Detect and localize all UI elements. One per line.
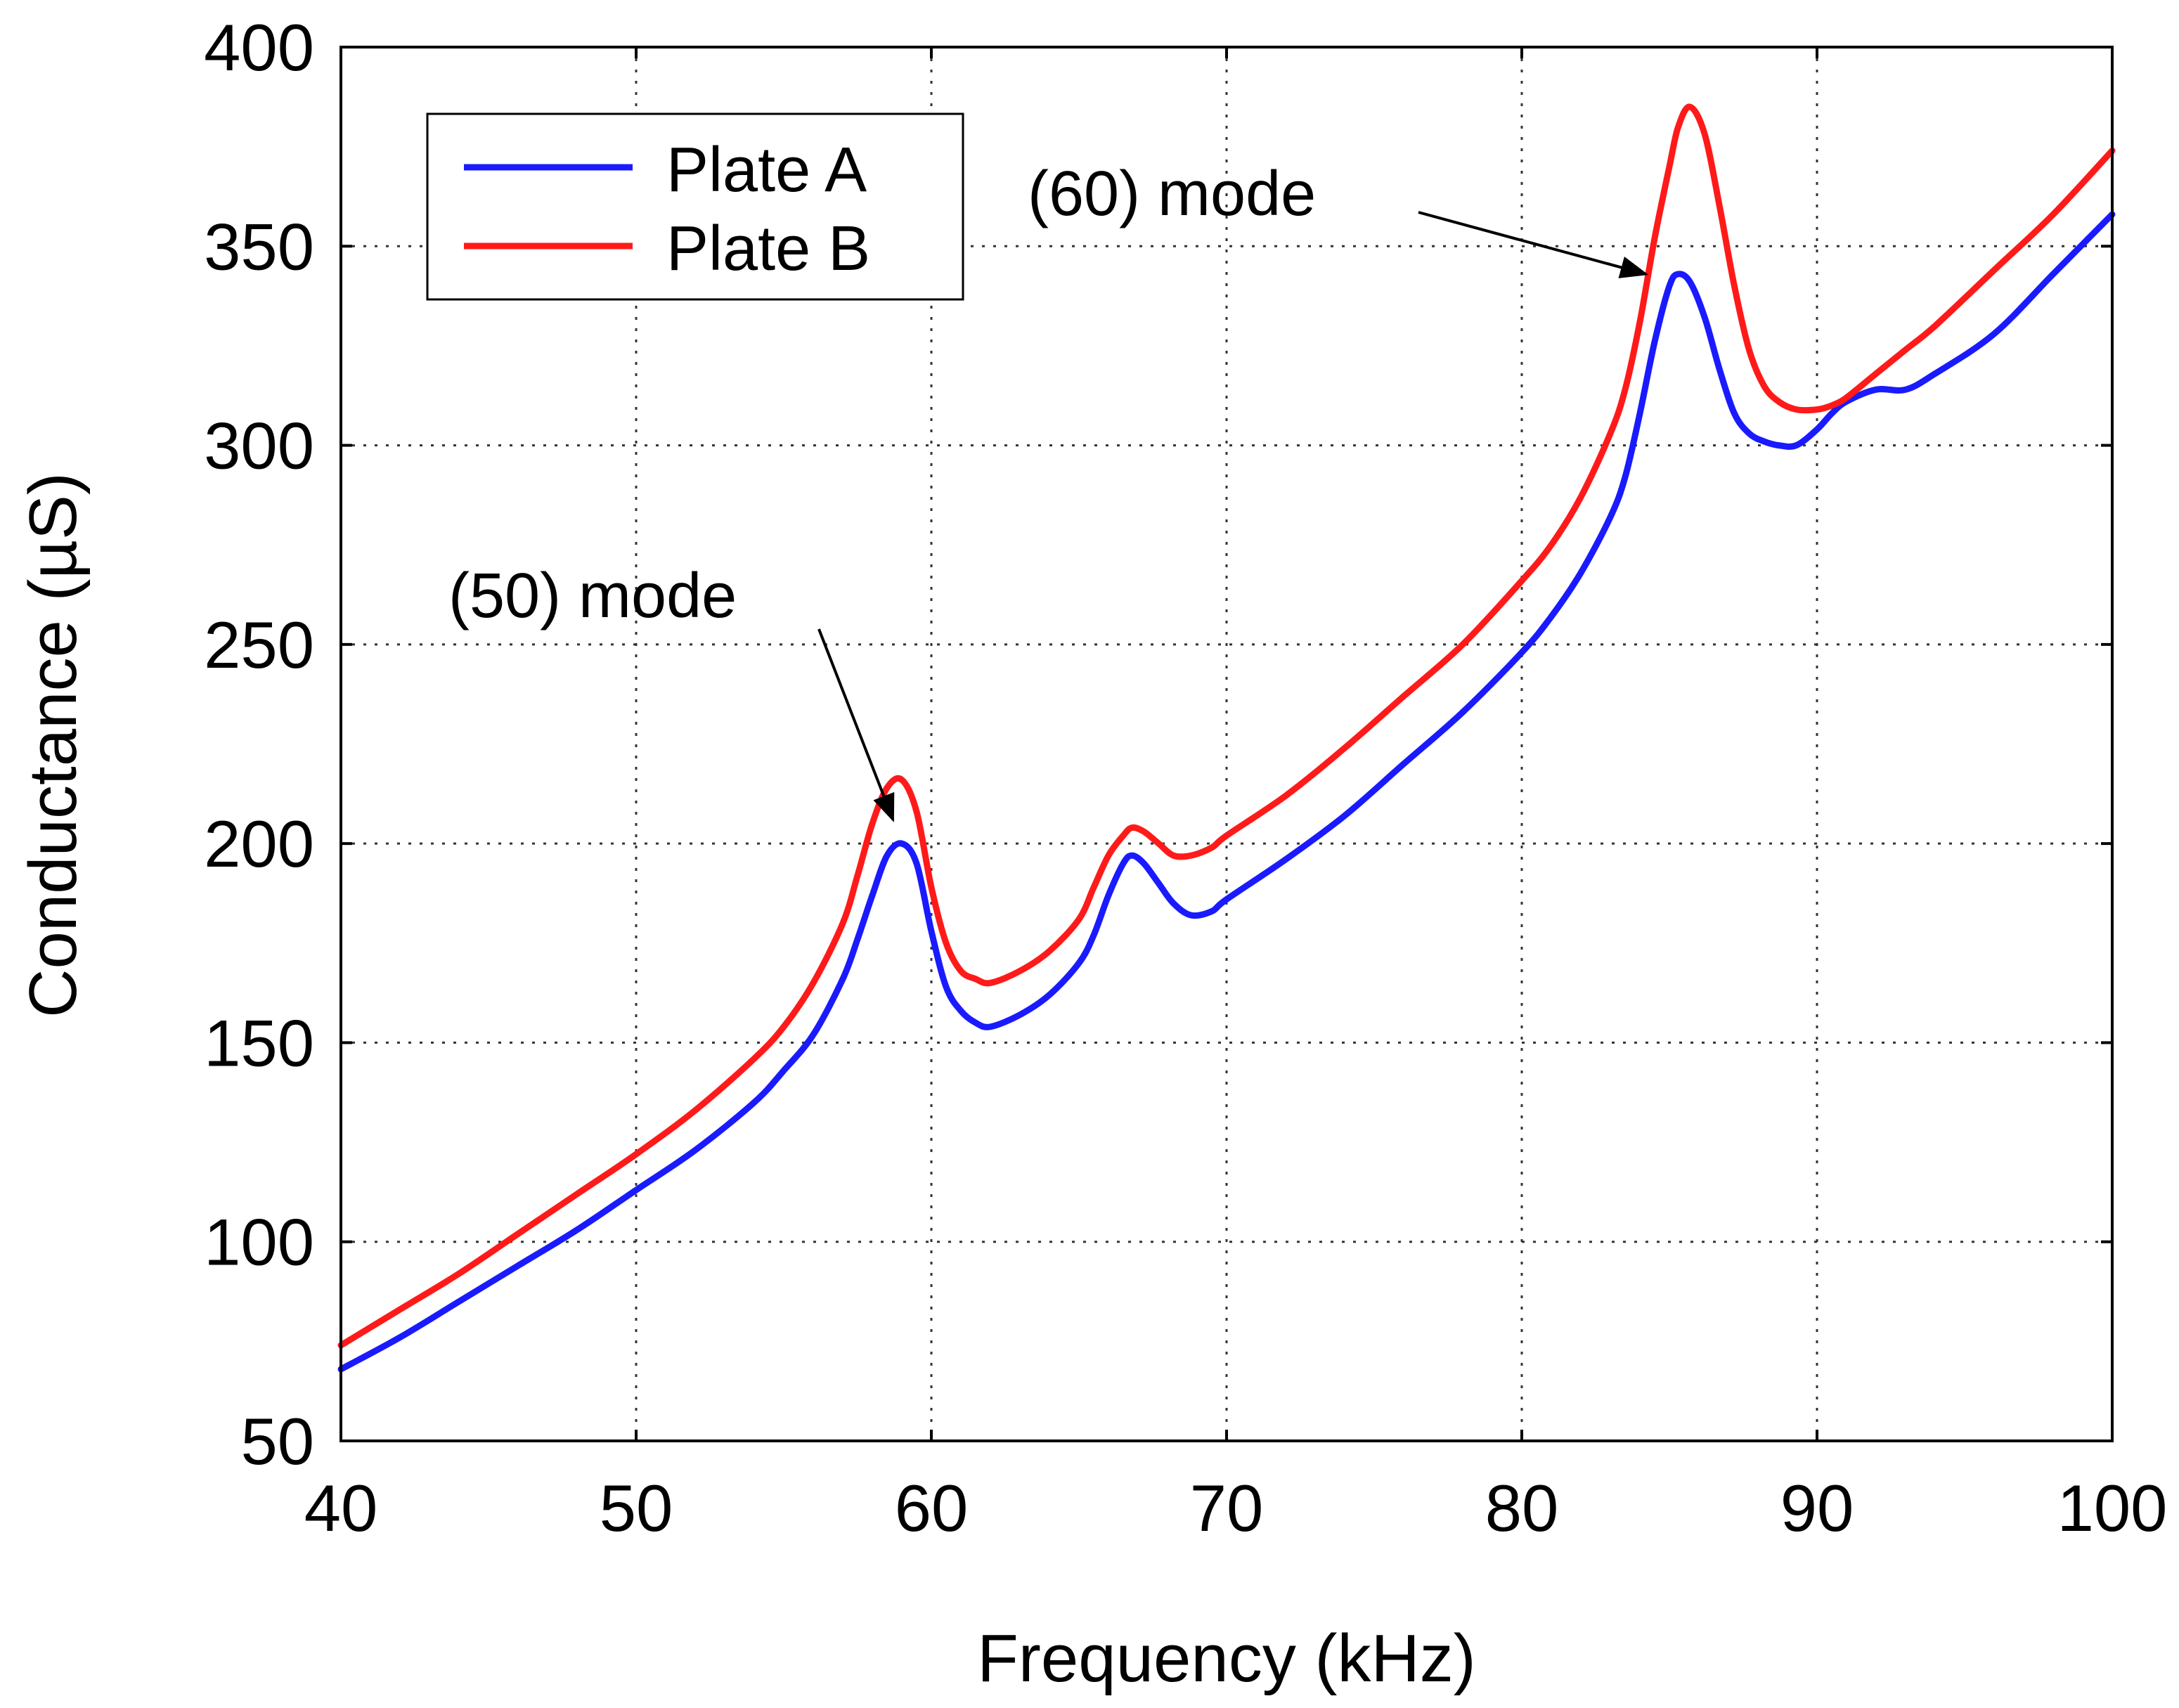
- annotation-60-mode: (60) mode: [1028, 159, 1316, 229]
- x-tick-label: 90: [1780, 1471, 1854, 1545]
- y-tick-label: 200: [204, 807, 314, 881]
- series-layer: [337, 103, 2116, 1373]
- legend-label-plate-b: Plate B: [666, 214, 870, 284]
- x-tick-label: 70: [1190, 1471, 1264, 1545]
- x-axis-title: Frequency (kHz): [977, 1621, 1476, 1696]
- x-tick-label: 50: [600, 1471, 673, 1545]
- y-tick-label: 300: [204, 409, 314, 483]
- annotation-50-mode-arrow: [817, 628, 895, 822]
- y-tick-label: 50: [240, 1404, 314, 1478]
- annotation-50-mode: (50) mode: [448, 561, 737, 631]
- legend: Plate A Plate B: [426, 112, 964, 301]
- annotations: (50) mode (60) mode: [448, 159, 1649, 822]
- annotation-60-mode-arrow: [1418, 211, 1649, 278]
- x-tick-label: 100: [2057, 1471, 2168, 1545]
- x-tick-label: 80: [1485, 1471, 1559, 1545]
- legend-label-plate-a: Plate A: [666, 135, 867, 205]
- series-line-plate-a: [337, 211, 2116, 1373]
- y-tick-label: 350: [204, 209, 314, 283]
- x-axis-ticks: 40 50 60 70 80 90 100: [304, 47, 2168, 1545]
- series-line-plate-b: [337, 103, 2116, 1349]
- y-tick-label: 100: [204, 1205, 314, 1279]
- y-axis-ticks: 50 100 150 200 250 300 350 400: [204, 11, 2112, 1478]
- y-axis-title: Conductance (µS): [15, 472, 91, 1018]
- legend-box: [426, 112, 964, 301]
- x-tick-label: 40: [304, 1471, 378, 1545]
- y-tick-label: 400: [204, 11, 314, 84]
- x-tick-label: 60: [895, 1471, 969, 1545]
- y-tick-label: 150: [204, 1006, 314, 1080]
- y-tick-label: 250: [204, 608, 314, 682]
